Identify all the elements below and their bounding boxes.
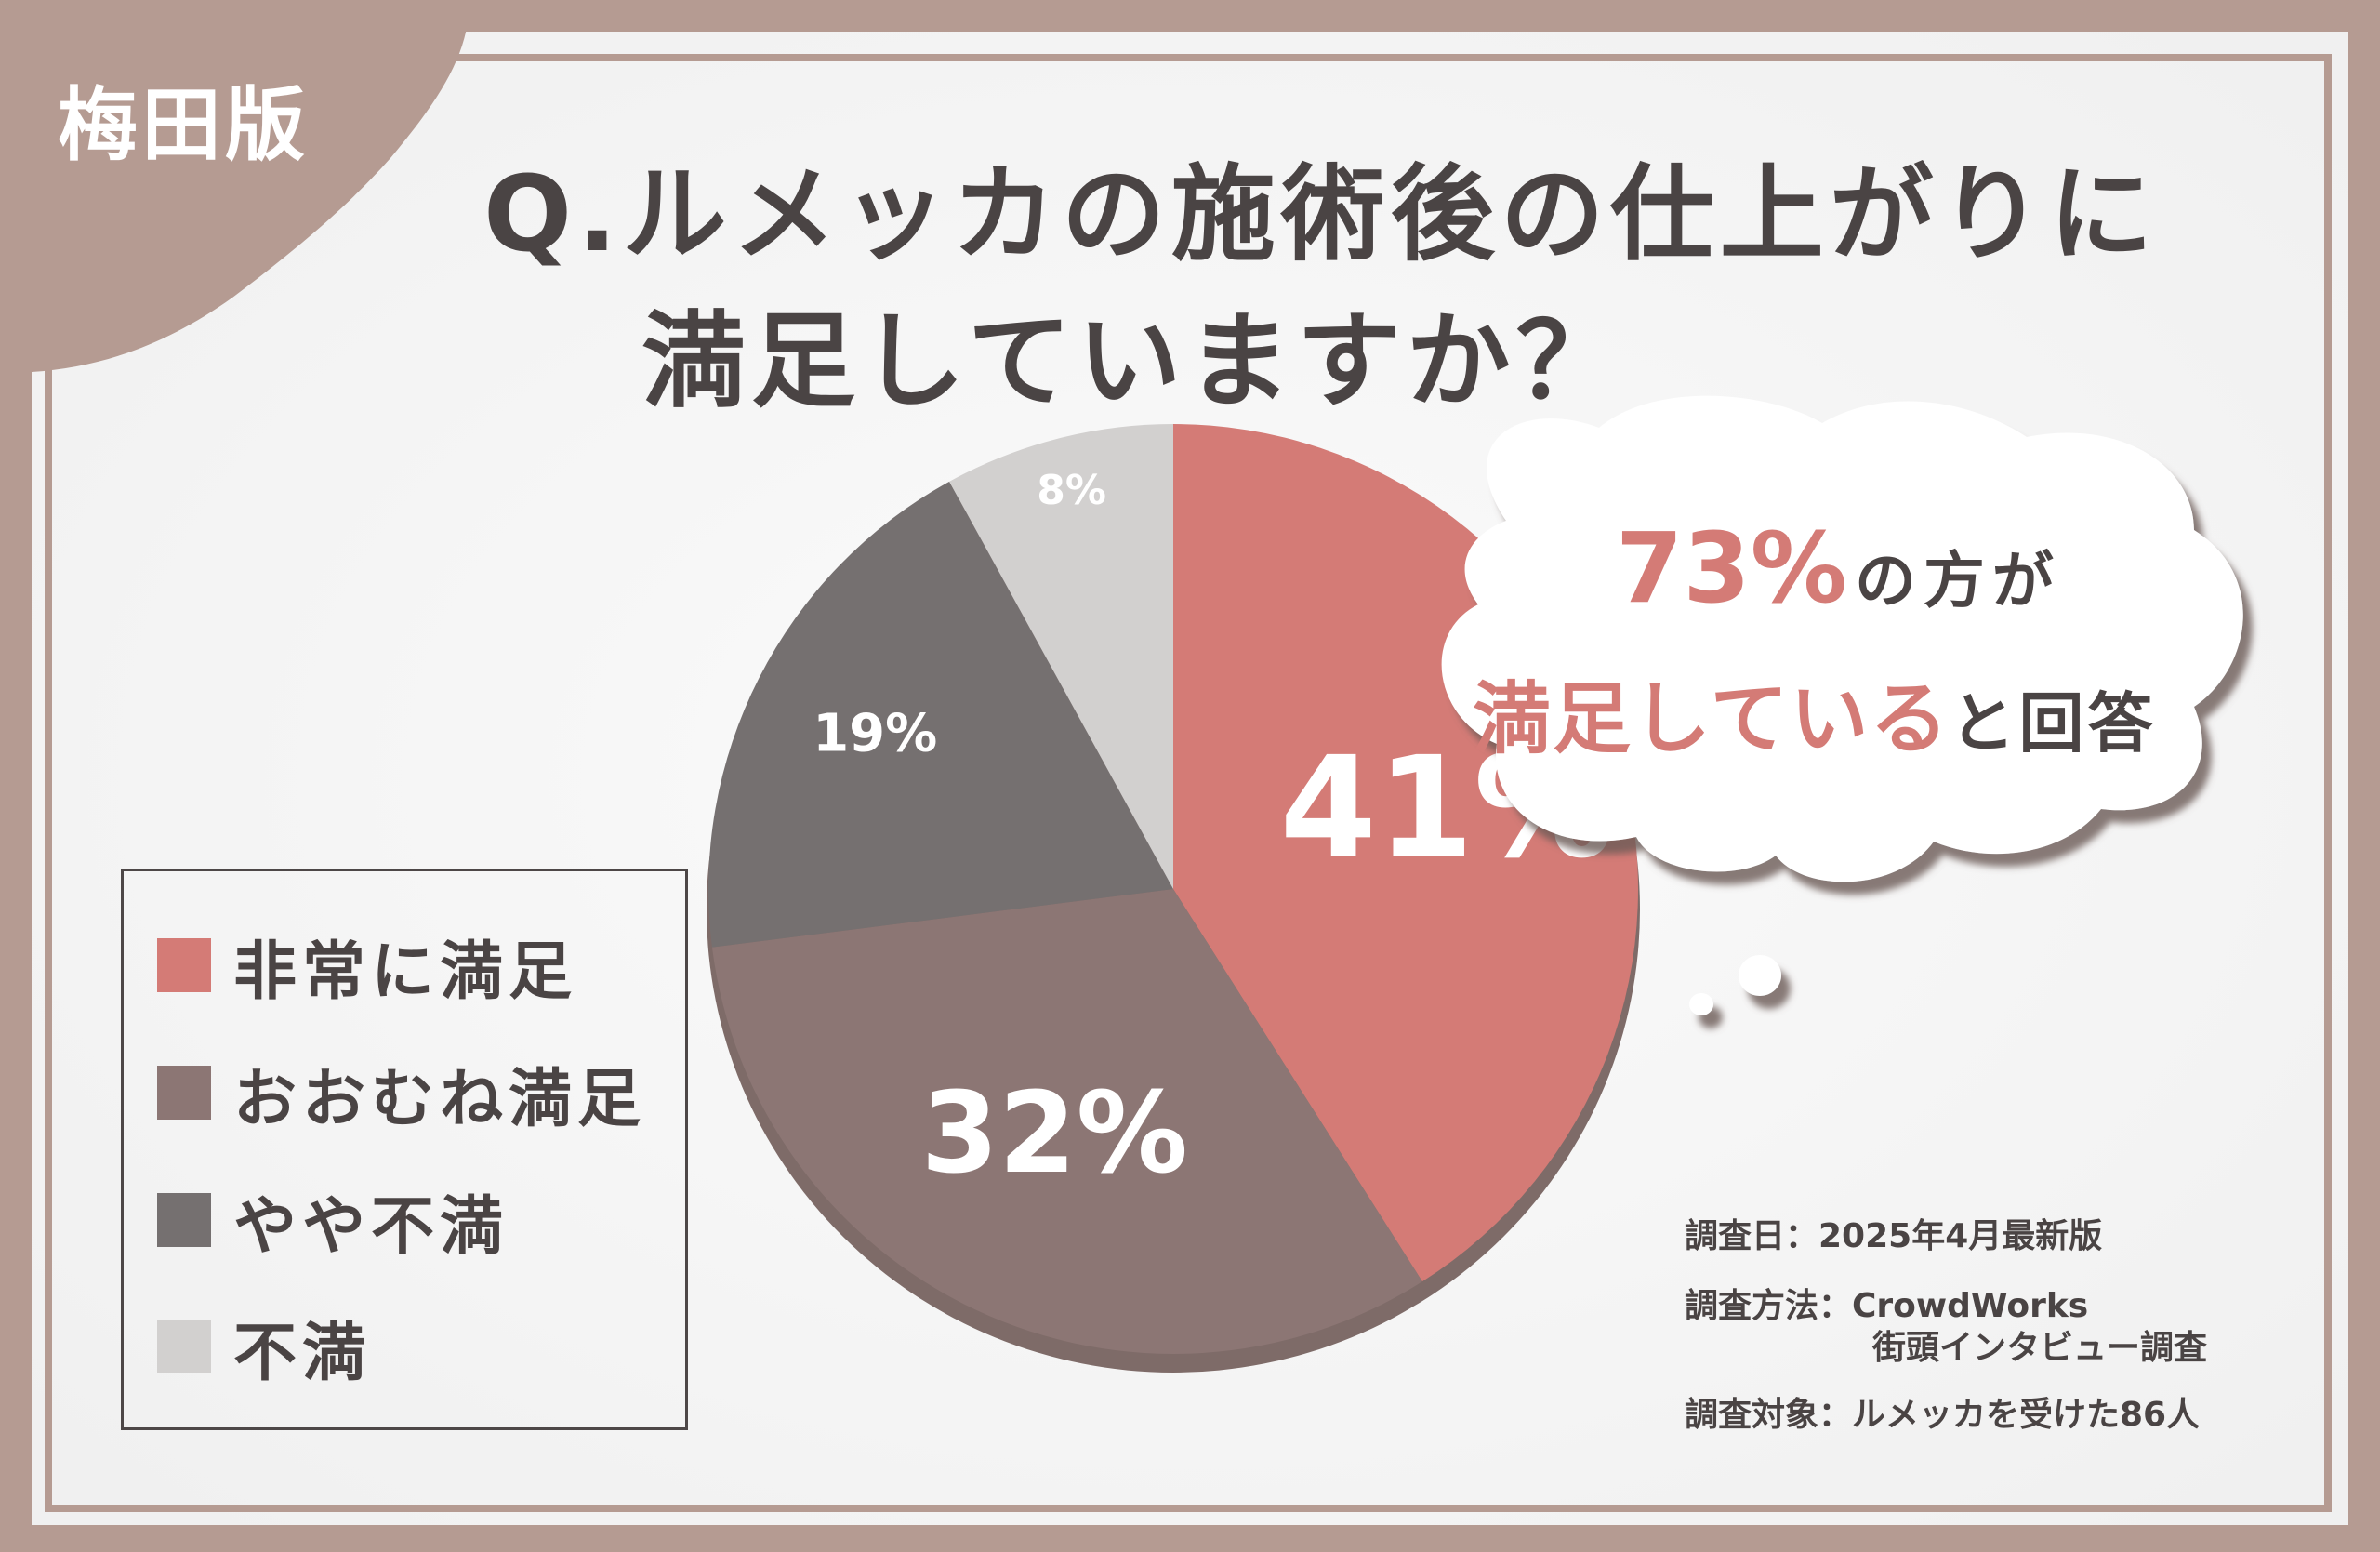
panel-border: [45, 54, 2332, 1512]
legend-swatch: [157, 1320, 211, 1373]
top-frame: [0, 0, 2380, 32]
question-title-line1: Q.ルメッカの施術後の仕上がりに: [483, 154, 2159, 275]
legend-item-unsatisfied: 不満: [157, 1305, 371, 1390]
callout-line2: 満足していると回答: [1473, 657, 2156, 769]
legend-item-mostly-satisfied: おおむね満足: [157, 1051, 646, 1136]
chart-legend: 非常に満足 おおむね満足 やや不満 不満: [121, 869, 688, 1430]
pie-slice-mostly-satisfied: [711, 889, 1422, 1354]
pie-slice-unsatisfied: [949, 424, 1173, 889]
note-survey-method-detail: 街頭インタビュー調査: [1872, 1329, 2208, 1367]
callout-percent: 73%: [1616, 511, 1847, 625]
callout-bubble: [1441, 395, 2243, 1015]
bubble-dot-small: [1689, 993, 1713, 1015]
callout-line1-rest: の方が: [1854, 545, 2061, 617]
pie-slice-label: 19%: [813, 704, 937, 764]
edition-badge: 梅田版: [58, 79, 309, 172]
note-survey-method: 調査方法：CrowdWorks: [1685, 1287, 2089, 1325]
legend-item-very-satisfied: 非常に満足: [157, 923, 577, 1009]
legend-label: 非常に満足: [233, 935, 578, 1009]
callout-highlight: 満足している: [1473, 673, 1950, 764]
pie-slice-label: 32%: [921, 1069, 1188, 1199]
callout-line1: 73% の方が: [1616, 511, 2061, 625]
legend-item-somewhat-unsatisfied: やや不満: [157, 1178, 509, 1264]
note-survey-target: 調査対象：ルメッカを受けた86人: [1685, 1396, 2201, 1434]
note-survey-date: 調査日：2025年4月最新版: [1685, 1217, 2103, 1255]
pie-slice-label: 8%: [1037, 467, 1106, 514]
legend-label: やや不満: [233, 1189, 509, 1264]
legend-swatch: [157, 938, 211, 992]
legend-label: おおむね満足: [233, 1062, 647, 1136]
pie-slice-somewhat-unsatisfied: [707, 481, 1173, 948]
legend-label: 不満: [233, 1316, 372, 1390]
corner-tab: [0, 0, 469, 1552]
callout-line2-rest: と回答: [1950, 685, 2157, 762]
bubble-dot-large: [1739, 955, 1781, 996]
legend-swatch: [157, 1193, 211, 1247]
legend-swatch: [157, 1066, 211, 1120]
pie-chart: 41%32%19%8%: [707, 424, 1639, 1354]
question-title-line2: 満足していますか？: [641, 301, 1626, 422]
